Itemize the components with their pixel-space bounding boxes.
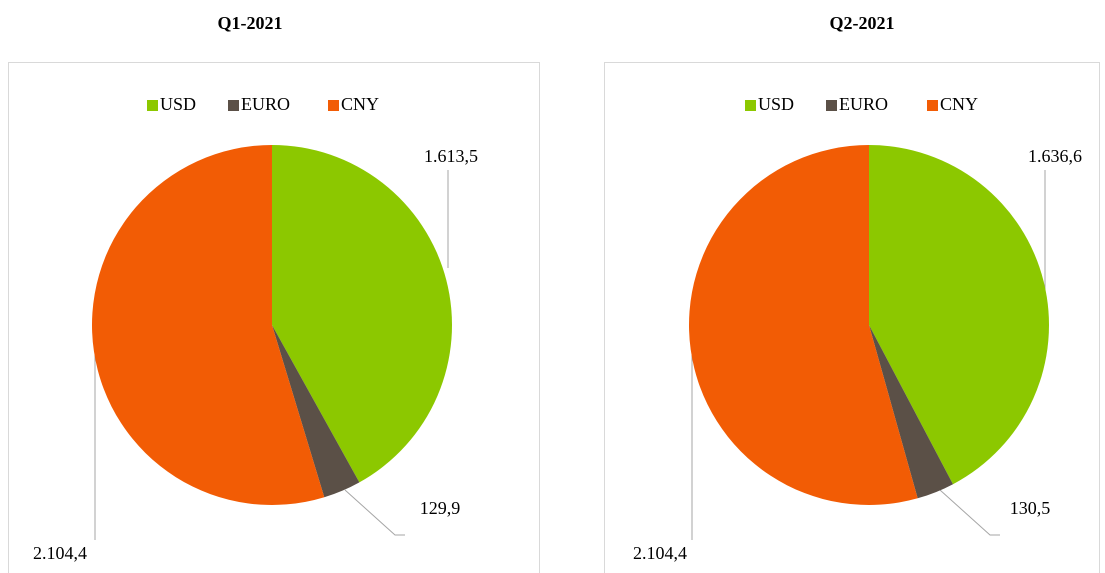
legend-label: CNY [940, 94, 978, 114]
legend-swatch [745, 100, 756, 111]
data-label: 1.636,6 [1028, 146, 1082, 166]
data-label: 2.104,4 [633, 543, 687, 563]
data-label: 2.104,4 [33, 543, 87, 563]
pie-slice [272, 325, 360, 498]
legend-swatch [826, 100, 837, 111]
data-label: 130,5 [1010, 498, 1051, 518]
data-label: 129,9 [420, 498, 461, 518]
legend-swatch [228, 100, 239, 111]
legend-label: EURO [241, 94, 290, 114]
chart-title: Q2-2021 [830, 13, 895, 33]
leader-line [939, 489, 1000, 536]
pie-slice [689, 145, 918, 505]
legend-label: USD [160, 94, 196, 114]
pie-slice [272, 145, 453, 483]
pie-slice [92, 145, 325, 505]
legend-label: USD [758, 94, 794, 114]
chart-title: Q1-2021 [218, 13, 283, 33]
leader-line [344, 489, 405, 536]
pie-slice [869, 325, 953, 499]
legend-swatch [328, 100, 339, 111]
legend-swatch [147, 100, 158, 111]
legend-swatch [927, 100, 938, 111]
data-label: 1.613,5 [424, 146, 478, 166]
legend-label: CNY [341, 94, 379, 114]
legend-label: EURO [839, 94, 888, 114]
pie-slice [869, 145, 1049, 485]
